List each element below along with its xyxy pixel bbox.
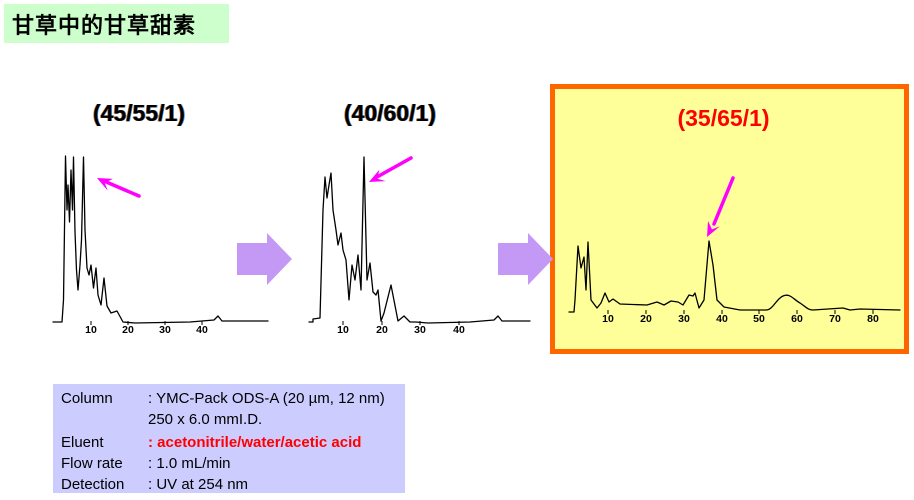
svg-text:20: 20 [376,324,388,336]
svg-text:10: 10 [602,313,614,325]
svg-text:20: 20 [122,324,134,336]
svg-text:30: 30 [414,324,426,336]
svg-text:70: 70 [829,313,841,325]
svg-text:30: 30 [678,313,690,325]
svg-text:50: 50 [753,313,765,325]
svg-text:40: 40 [196,324,208,336]
svg-text:40: 40 [453,324,465,336]
svg-text:20: 20 [640,313,652,325]
svg-text:60: 60 [791,313,803,325]
svg-text:10: 10 [85,324,97,336]
svg-text:30: 30 [159,324,171,336]
svg-text:40: 40 [716,313,728,325]
svg-text:10: 10 [337,324,349,336]
svg-text:80: 80 [867,313,879,325]
